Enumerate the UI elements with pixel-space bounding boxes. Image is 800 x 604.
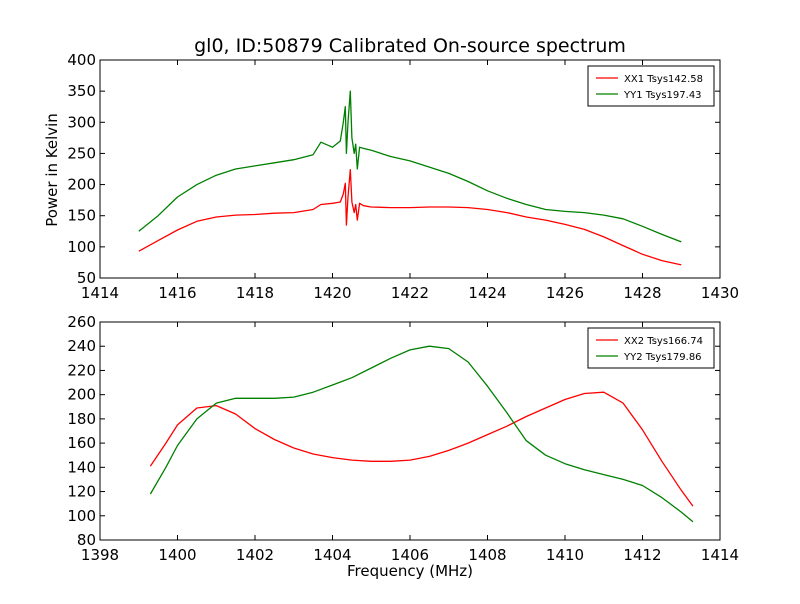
x-tick-label: 1420 bbox=[313, 284, 351, 302]
y-tick-label: 180 bbox=[67, 410, 96, 428]
plot-panel-1: 1414 1416 1418 1420 1422 1424 1426 1428 1430 50 10… bbox=[67, 51, 739, 302]
y-tick-label: 350 bbox=[67, 82, 96, 100]
x-tick-label: 1418 bbox=[236, 284, 274, 302]
y-tick-label: 140 bbox=[67, 458, 96, 476]
y-tick-label: 200 bbox=[67, 176, 96, 194]
series-line-2-2 bbox=[149, 345, 694, 523]
y-tick-label: 50 bbox=[77, 269, 96, 287]
x-tick-label: 1416 bbox=[158, 284, 196, 302]
x-tick-label: 1410 bbox=[546, 546, 584, 564]
x-tick-label: 1408 bbox=[468, 546, 506, 564]
legend-box bbox=[587, 327, 715, 369]
y-tick-label: 120 bbox=[67, 483, 96, 501]
x-tick-label: 1414 bbox=[701, 546, 739, 564]
y-tick-label: 400 bbox=[67, 51, 96, 69]
y-tick-label: 250 bbox=[67, 144, 96, 162]
x-tick-label: 1398 bbox=[81, 546, 119, 564]
y-tick-label: 200 bbox=[67, 386, 96, 404]
y-axis-label: Power in Kelvin bbox=[43, 113, 61, 227]
plot-panel-2: 1398 1400 1402 1404 1406 1408 1410 1412 1414 80 10… bbox=[67, 313, 739, 564]
series-line-1-1 bbox=[138, 168, 682, 266]
x-tick-label: 1422 bbox=[391, 284, 429, 302]
series-line-2-1 bbox=[149, 391, 694, 507]
y-tick-label: 220 bbox=[67, 361, 96, 379]
y-tick-label: 300 bbox=[67, 113, 96, 131]
y-tick-label: 240 bbox=[67, 337, 96, 355]
series-line-1-2 bbox=[138, 90, 682, 243]
y-tick-label: 100 bbox=[67, 507, 96, 525]
x-tick-label: 1400 bbox=[158, 546, 196, 564]
x-tick-label: 1424 bbox=[468, 284, 506, 302]
x-axis-label: Frequency (MHz) bbox=[347, 562, 473, 580]
legend-entry: XX1 Tsys142.58 bbox=[624, 74, 703, 85]
x-tick-label: 1412 bbox=[623, 546, 661, 564]
x-tick-label: 1414 bbox=[81, 284, 119, 302]
legend-2: XX2 Tsys166.74 YY2 Tsys179.86 bbox=[587, 327, 715, 369]
legend-box bbox=[587, 65, 715, 107]
x-tick-label: 1406 bbox=[391, 546, 429, 564]
x-tick-label: 1428 bbox=[623, 284, 661, 302]
legend-entry: XX2 Tsys166.74 bbox=[624, 336, 703, 347]
x-tick-label: 1430 bbox=[701, 284, 739, 302]
x-tick-label: 1402 bbox=[236, 546, 274, 564]
chart-title: gl0, ID:50879 Calibrated On-source spect… bbox=[194, 35, 626, 57]
y-tick-label: 80 bbox=[77, 531, 96, 549]
legend-1: XX1 Tsys142.58 YY1 Tsys197.43 bbox=[587, 65, 715, 107]
x-tick-label: 1426 bbox=[546, 284, 584, 302]
legend-entry: YY1 Tsys197.43 bbox=[623, 90, 702, 101]
y-tick-label: 150 bbox=[67, 207, 96, 225]
y-tick-label: 100 bbox=[67, 238, 96, 256]
legend-entry: YY2 Tsys179.86 bbox=[623, 352, 702, 363]
y-tick-label: 160 bbox=[67, 434, 96, 452]
x-tick-label: 1404 bbox=[313, 546, 351, 564]
y-tick-label: 260 bbox=[67, 313, 96, 331]
